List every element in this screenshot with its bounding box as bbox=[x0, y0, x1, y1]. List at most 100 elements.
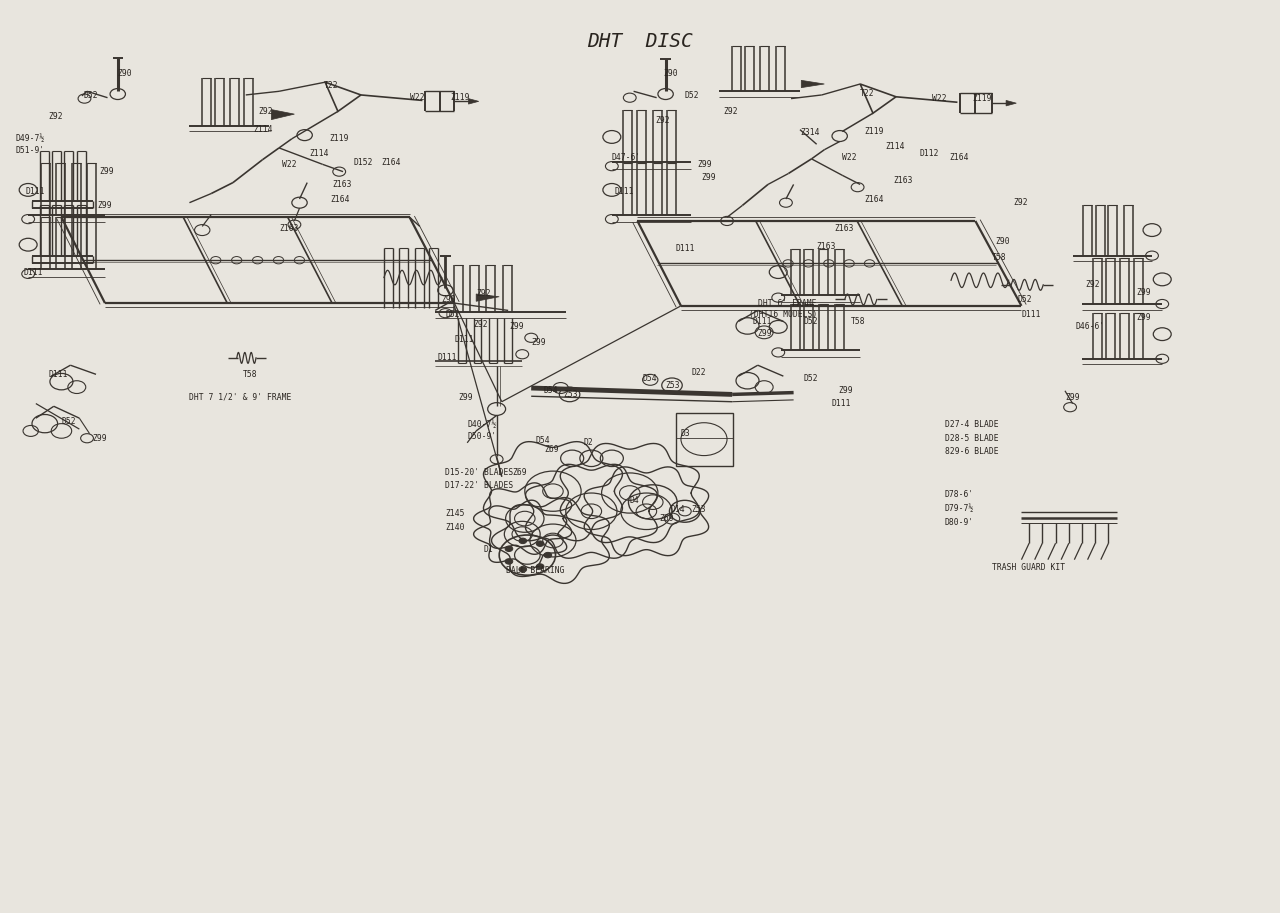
Text: D54: D54 bbox=[544, 386, 558, 395]
Text: Z92: Z92 bbox=[476, 289, 490, 299]
Text: D4: D4 bbox=[630, 496, 640, 505]
Text: Z92: Z92 bbox=[49, 112, 63, 121]
Text: Z99: Z99 bbox=[97, 201, 111, 210]
Text: Z53: Z53 bbox=[563, 390, 577, 399]
Text: Z164: Z164 bbox=[330, 194, 349, 204]
Text: W22: W22 bbox=[282, 160, 296, 169]
Text: D79-7½: D79-7½ bbox=[945, 504, 974, 513]
Text: Z114: Z114 bbox=[310, 149, 329, 158]
Text: Z90: Z90 bbox=[118, 68, 132, 78]
Text: D111: D111 bbox=[26, 187, 45, 196]
Text: D52: D52 bbox=[445, 310, 460, 320]
Text: Z99: Z99 bbox=[100, 167, 114, 176]
Text: Z119: Z119 bbox=[451, 93, 470, 102]
Bar bbox=[676, 413, 733, 466]
Polygon shape bbox=[468, 99, 479, 104]
Text: D111: D111 bbox=[676, 244, 695, 253]
Text: Z99: Z99 bbox=[531, 338, 545, 347]
Text: Z163: Z163 bbox=[817, 242, 836, 251]
Text: W22: W22 bbox=[932, 94, 946, 103]
Text: D52: D52 bbox=[61, 417, 76, 426]
Text: D54: D54 bbox=[535, 436, 549, 445]
Text: T58: T58 bbox=[243, 370, 257, 379]
Text: Z99: Z99 bbox=[758, 329, 772, 338]
Text: D15-20' BLADES: D15-20' BLADES bbox=[445, 468, 513, 477]
Text: D2: D2 bbox=[584, 438, 594, 447]
Text: (DHT16 MODELS): (DHT16 MODELS) bbox=[749, 310, 817, 320]
Text: Z99: Z99 bbox=[1137, 313, 1151, 322]
Text: T58: T58 bbox=[992, 253, 1006, 262]
Polygon shape bbox=[1006, 100, 1016, 106]
Text: W22: W22 bbox=[410, 93, 424, 102]
Text: Z140: Z140 bbox=[445, 523, 465, 532]
Text: D14: D14 bbox=[671, 505, 685, 514]
Text: Z119: Z119 bbox=[329, 134, 348, 143]
Text: D80-9': D80-9' bbox=[945, 518, 974, 527]
Text: Z119: Z119 bbox=[973, 94, 992, 103]
Text: Z99: Z99 bbox=[458, 393, 472, 402]
Text: T58: T58 bbox=[851, 317, 865, 326]
Text: D111: D111 bbox=[454, 335, 474, 344]
Text: Z92: Z92 bbox=[474, 320, 488, 329]
Text: D52: D52 bbox=[685, 91, 699, 100]
Text: D52: D52 bbox=[83, 91, 97, 100]
Text: Z99: Z99 bbox=[838, 386, 852, 395]
Text: D111: D111 bbox=[49, 370, 68, 379]
Text: Z90: Z90 bbox=[996, 237, 1010, 247]
Text: Z163: Z163 bbox=[279, 224, 298, 233]
Text: D52: D52 bbox=[804, 374, 818, 383]
Text: D78-6': D78-6' bbox=[945, 490, 974, 499]
Text: Z53: Z53 bbox=[691, 505, 705, 514]
Text: Z164: Z164 bbox=[381, 158, 401, 167]
Text: D111: D111 bbox=[23, 268, 42, 277]
Circle shape bbox=[536, 540, 544, 546]
Text: T22: T22 bbox=[860, 89, 874, 98]
Text: Z92: Z92 bbox=[655, 116, 669, 125]
Text: Z92: Z92 bbox=[723, 107, 737, 116]
Circle shape bbox=[518, 567, 526, 572]
Text: D47-6': D47-6' bbox=[612, 152, 641, 162]
Text: Z92: Z92 bbox=[1014, 198, 1028, 207]
Text: D54: D54 bbox=[643, 374, 657, 383]
Circle shape bbox=[518, 538, 526, 543]
Text: Z92: Z92 bbox=[1085, 280, 1100, 289]
Text: DHT 7 1/2' & 9' FRAME: DHT 7 1/2' & 9' FRAME bbox=[189, 393, 292, 402]
Text: Z99: Z99 bbox=[701, 173, 716, 182]
Text: Z90: Z90 bbox=[442, 295, 456, 304]
Text: Z164: Z164 bbox=[864, 194, 883, 204]
Text: Z145: Z145 bbox=[445, 509, 465, 518]
Text: Z90: Z90 bbox=[663, 68, 677, 78]
Text: DHT 6' FRAME: DHT 6' FRAME bbox=[758, 299, 817, 308]
Text: D17-22' BLADES: D17-22' BLADES bbox=[445, 481, 513, 490]
Text: Z69: Z69 bbox=[544, 445, 558, 454]
Polygon shape bbox=[801, 80, 824, 88]
Text: Z99: Z99 bbox=[698, 160, 712, 169]
Text: D111: D111 bbox=[832, 399, 851, 408]
Polygon shape bbox=[476, 294, 499, 301]
Text: DHT  DISC: DHT DISC bbox=[588, 32, 692, 51]
Text: BALL BEARING: BALL BEARING bbox=[506, 566, 564, 575]
Text: D49-7½: D49-7½ bbox=[15, 134, 45, 143]
Circle shape bbox=[506, 559, 513, 564]
Text: 829-6 BLADE: 829-6 BLADE bbox=[945, 447, 998, 456]
Text: D52: D52 bbox=[1018, 295, 1032, 304]
Text: Z92: Z92 bbox=[259, 107, 273, 116]
Text: Z99: Z99 bbox=[509, 322, 524, 331]
Text: Z99: Z99 bbox=[92, 434, 106, 443]
Text: D3: D3 bbox=[681, 429, 691, 438]
Text: Z119: Z119 bbox=[864, 127, 883, 136]
Text: D111: D111 bbox=[753, 317, 772, 326]
Text: D112: D112 bbox=[919, 149, 938, 158]
Text: Z114: Z114 bbox=[253, 125, 273, 134]
Text: Z53: Z53 bbox=[666, 381, 680, 390]
Text: TRASH GUARD KIT: TRASH GUARD KIT bbox=[992, 563, 1065, 572]
Text: Z69: Z69 bbox=[659, 514, 673, 523]
Text: D111: D111 bbox=[438, 353, 457, 362]
Text: D50-9': D50-9' bbox=[467, 432, 497, 441]
Text: D111: D111 bbox=[1021, 310, 1041, 320]
Text: D51-9': D51-9' bbox=[15, 146, 45, 155]
Circle shape bbox=[506, 546, 513, 551]
Text: W22: W22 bbox=[842, 152, 856, 162]
Text: D152: D152 bbox=[353, 158, 372, 167]
Text: Z314: Z314 bbox=[800, 128, 819, 137]
